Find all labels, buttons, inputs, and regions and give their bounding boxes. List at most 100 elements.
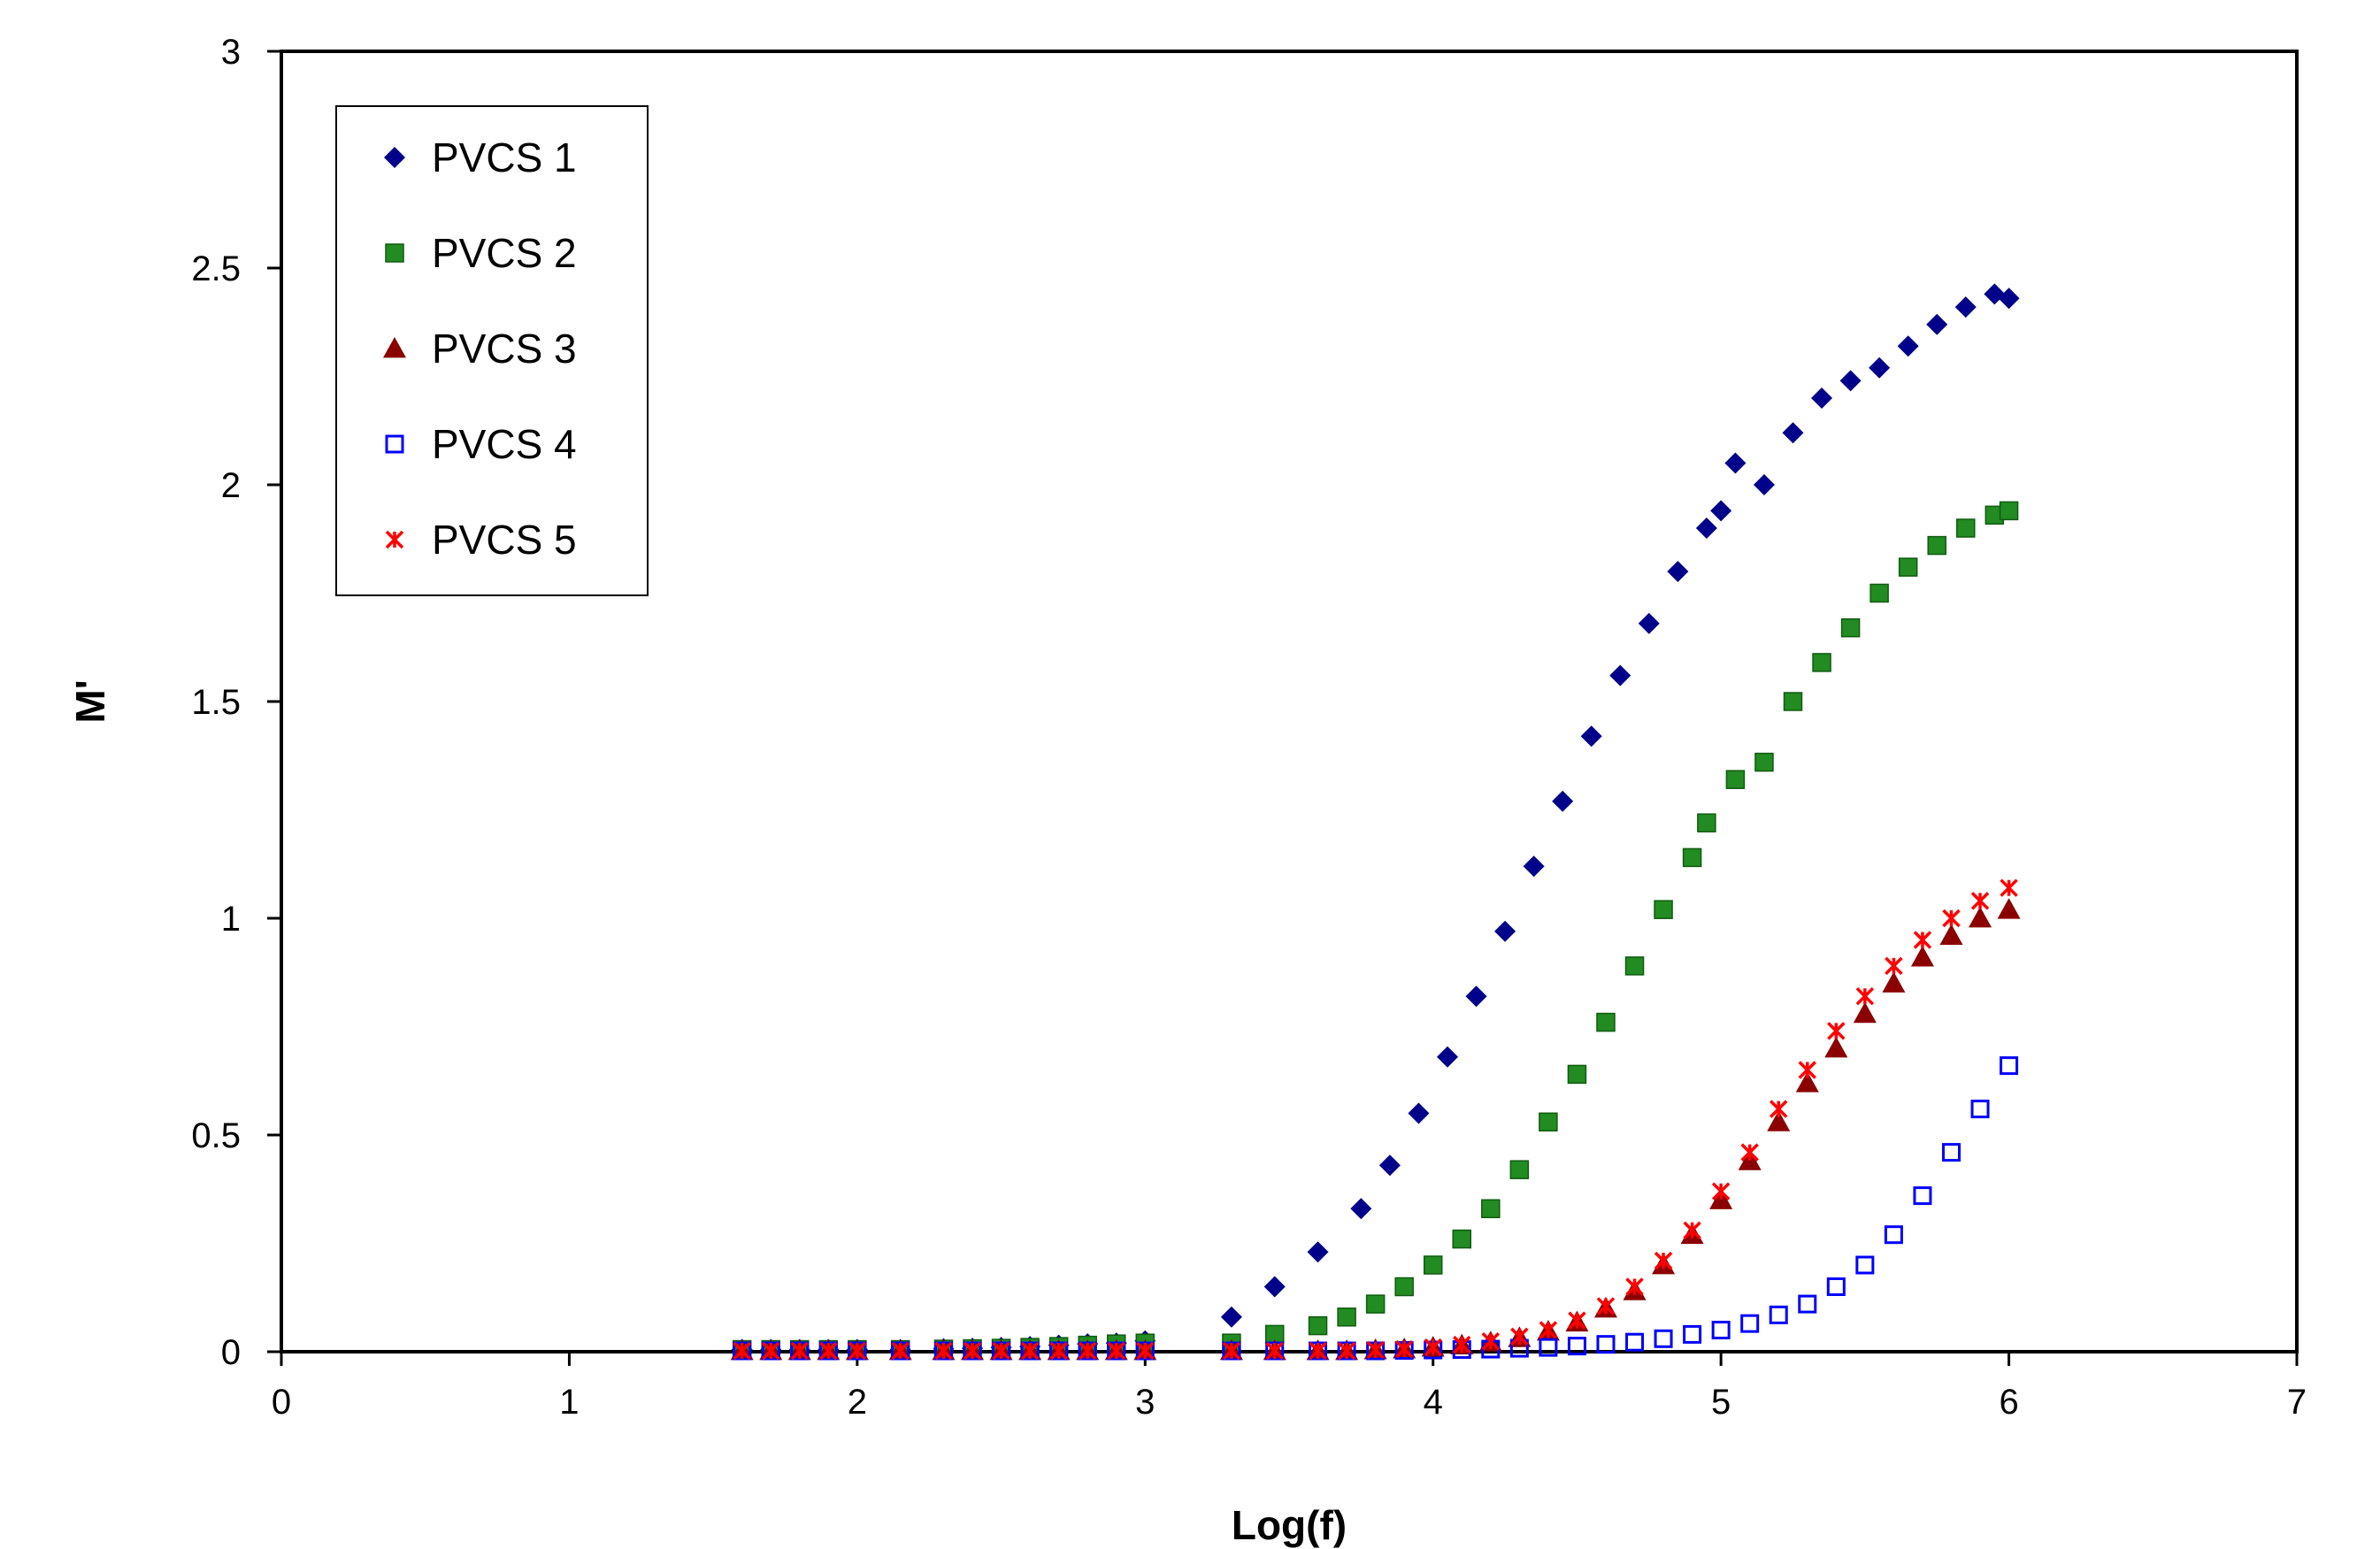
legend-label-5: PVCS 5 bbox=[432, 517, 577, 563]
series-1-point bbox=[1724, 452, 1747, 474]
series-5-point bbox=[848, 1341, 867, 1361]
y-tick-label-3: 1.5 bbox=[191, 683, 241, 722]
x-tick-label-4: 4 bbox=[1424, 1383, 1443, 1422]
series-5-point bbox=[733, 1341, 751, 1361]
series-5-point bbox=[790, 1341, 810, 1361]
series-2-point bbox=[1452, 1229, 1472, 1249]
series-1-point bbox=[1552, 790, 1574, 812]
series-5-point bbox=[761, 1341, 780, 1361]
series-4-point bbox=[1711, 1321, 1731, 1339]
series-1-point bbox=[1998, 288, 2020, 310]
series-4-point bbox=[1884, 1225, 1903, 1245]
series-5-point bbox=[1394, 1339, 1414, 1359]
series-3-point bbox=[1767, 1110, 1791, 1131]
series-4-point bbox=[1596, 1335, 1616, 1354]
series-3-point bbox=[1969, 907, 1992, 928]
series-2-point bbox=[1539, 1112, 1558, 1132]
series-5-point bbox=[934, 1341, 953, 1361]
series-5-point bbox=[891, 1341, 910, 1361]
series-1-point bbox=[1869, 357, 1891, 379]
series-1-point bbox=[1436, 1046, 1458, 1068]
series-1-point bbox=[1350, 1198, 1372, 1220]
x-tick-label-7: 7 bbox=[2287, 1383, 2307, 1422]
series-5-point bbox=[1265, 1341, 1284, 1361]
legend-item-1: PVCS 1 bbox=[384, 134, 577, 180]
series-4-point bbox=[1798, 1294, 1817, 1314]
series-1-point bbox=[1753, 474, 1775, 495]
series-2-point bbox=[1567, 1064, 1587, 1085]
series-3-point bbox=[1910, 946, 1934, 967]
legend-label-4: PVCS 4 bbox=[432, 421, 577, 467]
series-3-point bbox=[1882, 971, 1906, 993]
series-5-point bbox=[819, 1341, 838, 1361]
series-1-point bbox=[1408, 1102, 1430, 1124]
y-tick-label-4: 2 bbox=[221, 466, 241, 505]
y-tick-label-0: 0 bbox=[221, 1333, 241, 1372]
series-4-point bbox=[1539, 1338, 1558, 1357]
series-5-point bbox=[1970, 892, 1990, 910]
legend-marker-1 bbox=[384, 147, 405, 168]
series-5-point bbox=[1453, 1335, 1471, 1354]
series-5 bbox=[733, 878, 2018, 1361]
series-1-point bbox=[1465, 985, 1487, 1008]
series-1-point bbox=[1839, 370, 1862, 392]
series-2-point bbox=[1783, 692, 1803, 711]
series-2-point bbox=[1927, 535, 1946, 556]
series-2-point bbox=[1394, 1277, 1414, 1297]
series-1-point bbox=[1494, 920, 1516, 942]
series-5-point bbox=[1885, 956, 1903, 976]
series-2-point bbox=[1337, 1307, 1356, 1327]
x-tick-label-5: 5 bbox=[1711, 1383, 1731, 1422]
series-1-point bbox=[1782, 422, 1804, 444]
legend-label-1: PVCS 1 bbox=[432, 134, 577, 180]
x-tick-label-2: 2 bbox=[848, 1383, 867, 1422]
series-5-point bbox=[1711, 1182, 1731, 1200]
legend-item-4: PVCS 4 bbox=[385, 421, 577, 467]
legend-marker-5 bbox=[385, 530, 404, 549]
series-5-point bbox=[1740, 1143, 1759, 1162]
series-3-point bbox=[1997, 898, 2021, 919]
series-1-point bbox=[1897, 335, 1919, 357]
series-5-point bbox=[1568, 1311, 1586, 1330]
series-5-point bbox=[1366, 1340, 1385, 1360]
series-3-point bbox=[1939, 924, 1963, 945]
series-5-point bbox=[1107, 1341, 1125, 1361]
legend-label-3: PVCS 3 bbox=[432, 326, 577, 372]
series-1-point bbox=[1667, 561, 1689, 582]
series-4-point bbox=[2000, 1056, 2019, 1076]
series-2-point bbox=[1682, 847, 1702, 868]
series-3-point bbox=[1824, 1037, 1848, 1058]
series-2-point bbox=[1509, 1160, 1530, 1179]
series-5-point bbox=[1654, 1251, 1673, 1270]
y-tick-label-1: 0.5 bbox=[191, 1116, 241, 1155]
series-1-point bbox=[1811, 387, 1833, 409]
series-4-point bbox=[1625, 1332, 1645, 1352]
series-5-point bbox=[1222, 1341, 1241, 1361]
series-5-point bbox=[1020, 1341, 1040, 1361]
series-1-point bbox=[1378, 1154, 1401, 1177]
series-1-point bbox=[1307, 1241, 1329, 1263]
series-1-point bbox=[1220, 1306, 1242, 1328]
series-5-point bbox=[1596, 1297, 1616, 1315]
legend-item-3: PVCS 3 bbox=[383, 326, 577, 372]
series-1-point bbox=[1954, 296, 1977, 318]
x-axis-title: Log(f) bbox=[1232, 1502, 1347, 1548]
axis-ticks bbox=[267, 50, 2299, 1366]
series-2-point bbox=[1999, 501, 2019, 521]
legend-marker-4 bbox=[385, 434, 404, 454]
legend-label-2: PVCS 2 bbox=[432, 230, 577, 276]
series-1-point bbox=[1609, 664, 1631, 686]
series-5-point bbox=[1049, 1341, 1068, 1361]
series-1-point bbox=[1638, 612, 1660, 634]
x-tick-label-6: 6 bbox=[1999, 1383, 2018, 1422]
series-5-point bbox=[1481, 1332, 1501, 1351]
series-2-point bbox=[1869, 583, 1889, 603]
series-5-point bbox=[1309, 1341, 1327, 1361]
series-4-point bbox=[1683, 1324, 1702, 1344]
series-4-point bbox=[1740, 1314, 1760, 1333]
series-4-point bbox=[1941, 1143, 1961, 1162]
series-1-point bbox=[1926, 313, 1948, 335]
series-5-point bbox=[1510, 1327, 1529, 1346]
axis-tick-labels: 0 1 2 3 4 5 6 7 0 0.5 1 1.5 2 2.5 3 bbox=[191, 33, 2307, 1422]
series-5-point bbox=[1078, 1341, 1097, 1361]
